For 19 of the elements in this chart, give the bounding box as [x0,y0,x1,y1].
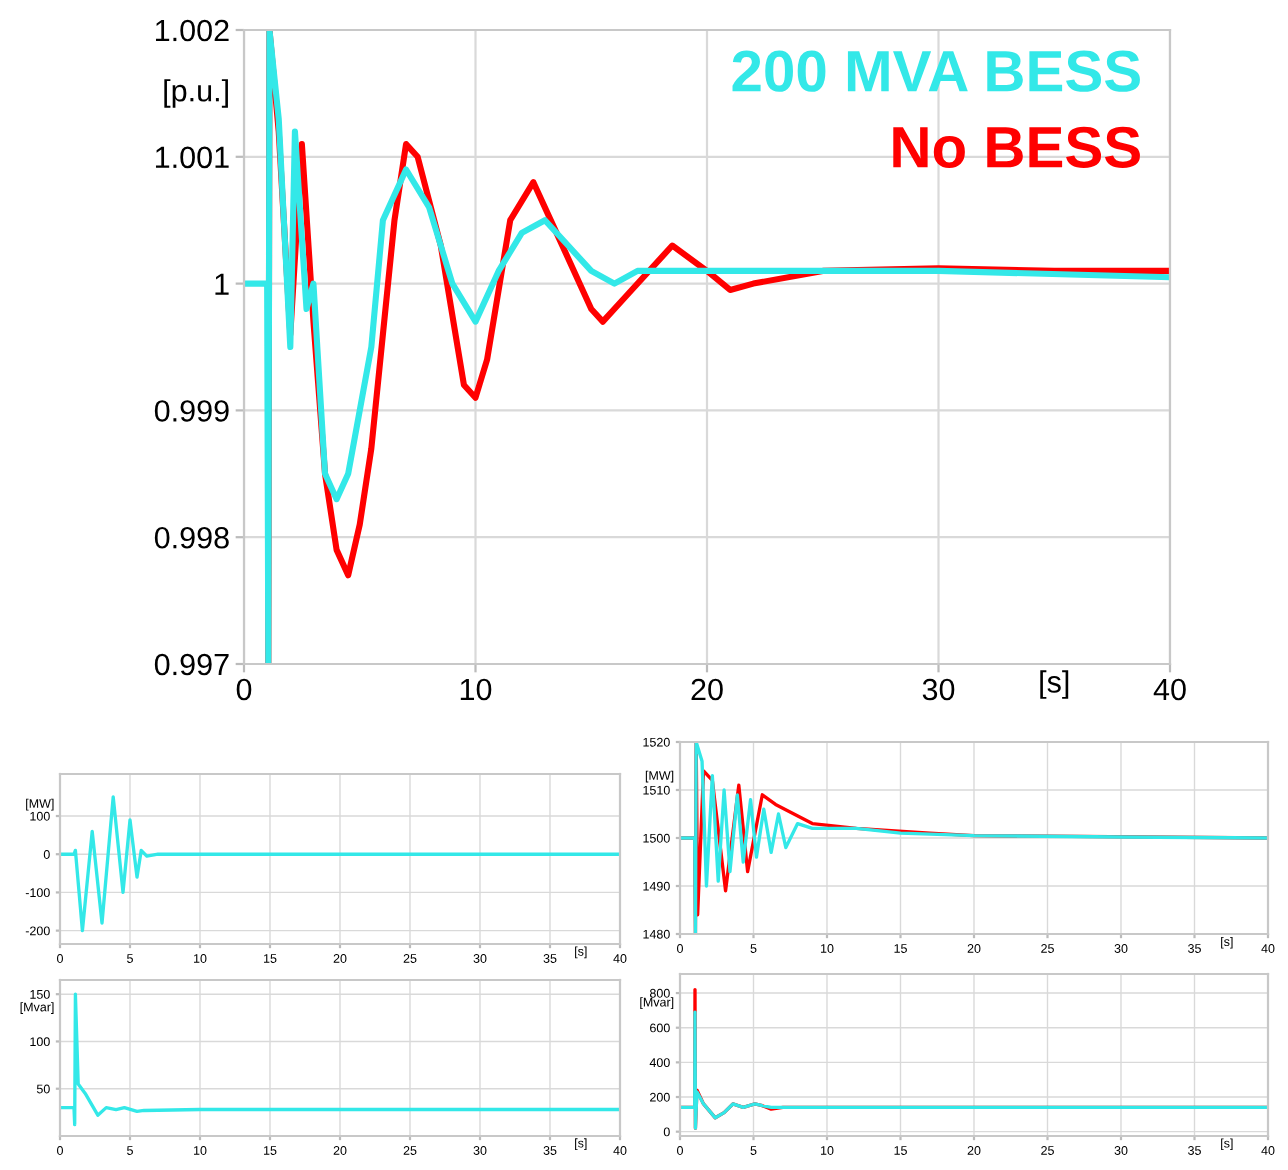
y-tick-label: 0.997 [154,653,229,676]
y-tick-label: 1 [215,273,229,295]
x-axis-title: [s] [1040,670,1069,699]
x-tick-label: 40 [1153,678,1186,701]
line-series [680,1010,1268,1130]
y-axis-title: [p.u.] [164,79,228,108]
series-label: No BESS [893,126,1140,168]
y-tick-label: 0.999 [154,400,229,422]
line-series [60,992,620,1127]
line-series [680,742,1268,934]
x-tick-label: 0 [236,678,252,701]
line-series [60,795,620,933]
y-tick-label: 1.001 [155,146,229,169]
x-tick-label: 30 [922,678,955,701]
x-tick-label: 10 [460,678,492,701]
y-tick-label: 1.002 [155,19,229,42]
text: 200 MVA BESS [732,50,1140,92]
x-tick-label: 20 [691,678,723,701]
y-tick-label: 0.998 [154,526,229,549]
